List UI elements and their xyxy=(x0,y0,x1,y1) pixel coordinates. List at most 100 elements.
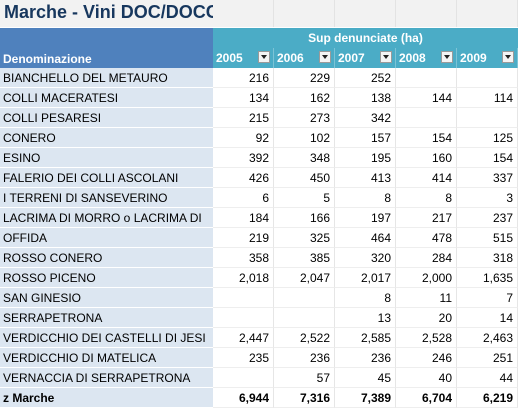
value-cell[interactable]: 40 xyxy=(396,368,457,388)
value-cell[interactable]: 125 xyxy=(457,128,518,148)
value-cell[interactable]: 57 xyxy=(274,368,335,388)
value-cell[interactable]: 478 xyxy=(396,228,457,248)
value-cell[interactable]: 464 xyxy=(335,228,396,248)
denominazione-cell[interactable]: VERDICCHIO DI MATELICA xyxy=(0,348,213,368)
filter-dropdown-icon[interactable] xyxy=(502,51,514,63)
empty-cell[interactable] xyxy=(274,0,335,27)
value-cell[interactable]: 2,000 xyxy=(396,268,457,288)
value-cell[interactable]: 252 xyxy=(335,68,396,88)
header-year-cell[interactable]: 2008 xyxy=(396,48,457,68)
value-cell[interactable]: 20 xyxy=(396,308,457,328)
value-cell[interactable]: 144 xyxy=(396,88,457,108)
value-cell[interactable]: 318 xyxy=(457,248,518,268)
empty-cell[interactable] xyxy=(213,0,274,27)
value-cell[interactable]: 154 xyxy=(457,148,518,168)
value-cell[interactable]: 217 xyxy=(396,208,457,228)
total-value-cell[interactable]: 7,389 xyxy=(335,388,396,408)
value-cell[interactable]: 325 xyxy=(274,228,335,248)
value-cell[interactable]: 11 xyxy=(396,288,457,308)
denominazione-cell[interactable]: LACRIMA DI MORRO o LACRIMA DI xyxy=(0,208,213,228)
title-cell[interactable]: Marche - Vini DOC/DOCG xyxy=(0,0,220,27)
value-cell[interactable] xyxy=(213,368,274,388)
value-cell[interactable]: 236 xyxy=(335,348,396,368)
total-label-cell[interactable]: z Marche xyxy=(0,388,213,408)
value-cell[interactable]: 2,463 xyxy=(457,328,518,348)
denominazione-cell[interactable]: ROSSO CONERO xyxy=(0,248,213,268)
value-cell[interactable]: 138 xyxy=(335,88,396,108)
value-cell[interactable]: 8 xyxy=(335,288,396,308)
value-cell[interactable]: 2,047 xyxy=(274,268,335,288)
value-cell[interactable] xyxy=(274,288,335,308)
value-cell[interactable]: 8 xyxy=(396,188,457,208)
value-cell[interactable] xyxy=(396,108,457,128)
denominazione-cell[interactable]: VERNACCIA DI SERRAPETRONA xyxy=(0,368,213,388)
total-value-cell[interactable]: 6,219 xyxy=(457,388,518,408)
value-cell[interactable]: 160 xyxy=(396,148,457,168)
value-cell[interactable] xyxy=(274,308,335,328)
empty-cell[interactable] xyxy=(396,0,457,27)
value-cell[interactable]: 215 xyxy=(213,108,274,128)
header-group-cell[interactable]: Sup denunciate (ha) xyxy=(213,28,518,48)
value-cell[interactable]: 246 xyxy=(396,348,457,368)
value-cell[interactable]: 13 xyxy=(335,308,396,328)
value-cell[interactable]: 2,585 xyxy=(335,328,396,348)
filter-dropdown-icon[interactable] xyxy=(258,51,270,63)
value-cell[interactable]: 358 xyxy=(213,248,274,268)
total-value-cell[interactable]: 6,704 xyxy=(396,388,457,408)
value-cell[interactable]: 92 xyxy=(213,128,274,148)
denominazione-cell[interactable]: VERDICCHIO DEI CASTELLI DI JESI xyxy=(0,328,213,348)
filter-dropdown-icon[interactable] xyxy=(319,51,331,63)
value-cell[interactable]: 14 xyxy=(457,308,518,328)
value-cell[interactable]: 102 xyxy=(274,128,335,148)
denominazione-cell[interactable]: FALERIO DEI COLLI ASCOLANI xyxy=(0,168,213,188)
value-cell[interactable] xyxy=(396,68,457,88)
header-year-cell[interactable]: 2009 xyxy=(457,48,518,68)
value-cell[interactable]: 348 xyxy=(274,148,335,168)
value-cell[interactable]: 392 xyxy=(213,148,274,168)
value-cell[interactable]: 44 xyxy=(457,368,518,388)
value-cell[interactable]: 166 xyxy=(274,208,335,228)
value-cell[interactable]: 342 xyxy=(335,108,396,128)
value-cell[interactable] xyxy=(213,288,274,308)
value-cell[interactable]: 2,528 xyxy=(396,328,457,348)
value-cell[interactable]: 414 xyxy=(396,168,457,188)
value-cell[interactable]: 184 xyxy=(213,208,274,228)
value-cell[interactable]: 320 xyxy=(335,248,396,268)
value-cell[interactable]: 273 xyxy=(274,108,335,128)
empty-cell[interactable] xyxy=(457,0,518,27)
value-cell[interactable]: 337 xyxy=(457,168,518,188)
value-cell[interactable]: 195 xyxy=(335,148,396,168)
header-blank-cell[interactable] xyxy=(0,28,213,48)
filter-dropdown-icon[interactable] xyxy=(380,51,392,63)
header-denominazione-cell[interactable]: Denominazione xyxy=(0,48,213,68)
value-cell[interactable]: 2,018 xyxy=(213,268,274,288)
denominazione-cell[interactable]: COLLI MACERATESI xyxy=(0,88,213,108)
value-cell[interactable]: 162 xyxy=(274,88,335,108)
denominazione-cell[interactable]: CONERO xyxy=(0,128,213,148)
value-cell[interactable]: 7 xyxy=(457,288,518,308)
value-cell[interactable]: 154 xyxy=(396,128,457,148)
value-cell[interactable] xyxy=(457,68,518,88)
value-cell[interactable]: 114 xyxy=(457,88,518,108)
header-year-cell[interactable]: 2005 xyxy=(213,48,274,68)
value-cell[interactable]: 45 xyxy=(335,368,396,388)
value-cell[interactable]: 197 xyxy=(335,208,396,228)
total-value-cell[interactable]: 6,944 xyxy=(213,388,274,408)
value-cell[interactable]: 134 xyxy=(213,88,274,108)
header-year-cell[interactable]: 2006 xyxy=(274,48,335,68)
value-cell[interactable]: 413 xyxy=(335,168,396,188)
denominazione-cell[interactable]: ROSSO PICENO xyxy=(0,268,213,288)
value-cell[interactable]: 515 xyxy=(457,228,518,248)
value-cell[interactable]: 251 xyxy=(457,348,518,368)
value-cell[interactable]: 426 xyxy=(213,168,274,188)
denominazione-cell[interactable]: I TERRENI DI SANSEVERINO xyxy=(0,188,213,208)
value-cell[interactable]: 6 xyxy=(213,188,274,208)
value-cell[interactable]: 216 xyxy=(213,68,274,88)
value-cell[interactable]: 229 xyxy=(274,68,335,88)
empty-cell[interactable] xyxy=(335,0,396,27)
denominazione-cell[interactable]: COLLI PESARESI xyxy=(0,108,213,128)
value-cell[interactable]: 157 xyxy=(335,128,396,148)
value-cell[interactable]: 2,447 xyxy=(213,328,274,348)
value-cell[interactable]: 2,017 xyxy=(335,268,396,288)
denominazione-cell[interactable]: BIANCHELLO DEL METAURO xyxy=(0,68,213,88)
